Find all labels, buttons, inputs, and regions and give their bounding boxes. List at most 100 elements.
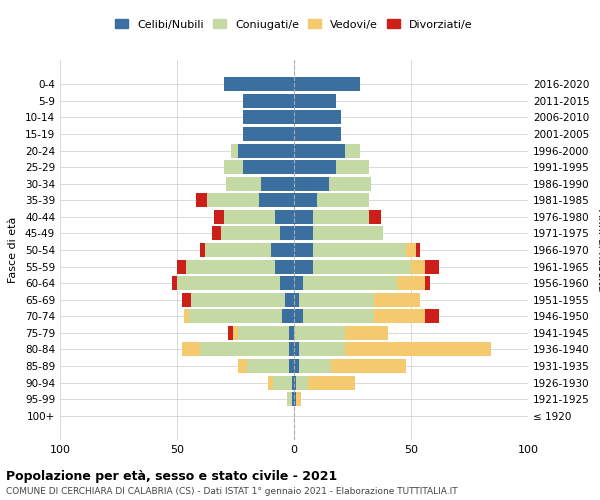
- Bar: [294, 226, 313, 240]
- Bar: [294, 309, 304, 324]
- Bar: [397, 276, 425, 290]
- Bar: [294, 127, 341, 141]
- Bar: [369, 210, 380, 224]
- Bar: [177, 276, 280, 290]
- Bar: [224, 78, 294, 92]
- Bar: [294, 78, 359, 92]
- Bar: [294, 194, 317, 207]
- Bar: [294, 342, 299, 356]
- Bar: [268, 376, 273, 390]
- Bar: [294, 392, 296, 406]
- Bar: [191, 292, 284, 306]
- Bar: [329, 176, 371, 191]
- Bar: [299, 342, 346, 356]
- Bar: [208, 194, 259, 207]
- Bar: [299, 292, 374, 306]
- Bar: [304, 309, 374, 324]
- Bar: [182, 342, 200, 356]
- Bar: [346, 144, 359, 158]
- Bar: [313, 210, 369, 224]
- Bar: [294, 326, 346, 340]
- Bar: [275, 210, 294, 224]
- Bar: [184, 309, 188, 324]
- Bar: [313, 226, 383, 240]
- Bar: [189, 309, 283, 324]
- Bar: [229, 326, 233, 340]
- Bar: [247, 359, 289, 373]
- Bar: [294, 176, 329, 191]
- Bar: [425, 309, 439, 324]
- Bar: [273, 376, 292, 390]
- Bar: [287, 392, 292, 406]
- Bar: [374, 309, 425, 324]
- Bar: [214, 210, 224, 224]
- Bar: [221, 226, 280, 240]
- Bar: [294, 144, 346, 158]
- Bar: [294, 160, 336, 174]
- Bar: [242, 94, 294, 108]
- Bar: [271, 243, 294, 257]
- Bar: [284, 292, 294, 306]
- Bar: [425, 276, 430, 290]
- Bar: [294, 359, 299, 373]
- Bar: [238, 359, 247, 373]
- Bar: [187, 260, 275, 274]
- Bar: [292, 376, 294, 390]
- Bar: [331, 359, 406, 373]
- Bar: [294, 243, 313, 257]
- Bar: [294, 94, 336, 108]
- Bar: [212, 226, 221, 240]
- Bar: [304, 276, 397, 290]
- Bar: [280, 226, 294, 240]
- Text: Popolazione per età, sesso e stato civile - 2021: Popolazione per età, sesso e stato civil…: [6, 470, 337, 483]
- Bar: [200, 342, 289, 356]
- Bar: [374, 292, 421, 306]
- Bar: [308, 376, 355, 390]
- Bar: [238, 326, 289, 340]
- Bar: [205, 243, 271, 257]
- Bar: [275, 260, 294, 274]
- Bar: [233, 326, 238, 340]
- Bar: [283, 309, 294, 324]
- Bar: [411, 260, 425, 274]
- Bar: [242, 110, 294, 124]
- Bar: [242, 127, 294, 141]
- Bar: [289, 359, 294, 373]
- Bar: [196, 194, 208, 207]
- Bar: [259, 194, 294, 207]
- Bar: [292, 392, 294, 406]
- Bar: [346, 342, 491, 356]
- Bar: [296, 392, 301, 406]
- Bar: [416, 243, 421, 257]
- Bar: [226, 176, 261, 191]
- Bar: [313, 260, 411, 274]
- Bar: [231, 144, 238, 158]
- Bar: [317, 194, 369, 207]
- Bar: [406, 243, 416, 257]
- Bar: [224, 160, 242, 174]
- Bar: [336, 160, 369, 174]
- Bar: [294, 110, 341, 124]
- Bar: [224, 210, 275, 224]
- Text: COMUNE DI CERCHIARA DI CALABRIA (CS) - Dati ISTAT 1° gennaio 2021 - Elaborazione: COMUNE DI CERCHIARA DI CALABRIA (CS) - D…: [6, 488, 458, 496]
- Bar: [294, 292, 299, 306]
- Bar: [425, 260, 439, 274]
- Bar: [346, 326, 388, 340]
- Bar: [261, 176, 294, 191]
- Bar: [294, 260, 313, 274]
- Bar: [299, 359, 331, 373]
- Bar: [280, 276, 294, 290]
- Bar: [289, 326, 294, 340]
- Bar: [182, 292, 191, 306]
- Bar: [200, 243, 205, 257]
- Legend: Celibi/Nubili, Coniugati/e, Vedovi/e, Divorziati/e: Celibi/Nubili, Coniugati/e, Vedovi/e, Di…: [112, 16, 476, 33]
- Bar: [294, 376, 296, 390]
- Bar: [294, 276, 304, 290]
- Bar: [172, 276, 177, 290]
- Bar: [242, 160, 294, 174]
- Bar: [313, 243, 406, 257]
- Bar: [296, 376, 308, 390]
- Bar: [238, 144, 294, 158]
- Bar: [177, 260, 187, 274]
- Bar: [289, 342, 294, 356]
